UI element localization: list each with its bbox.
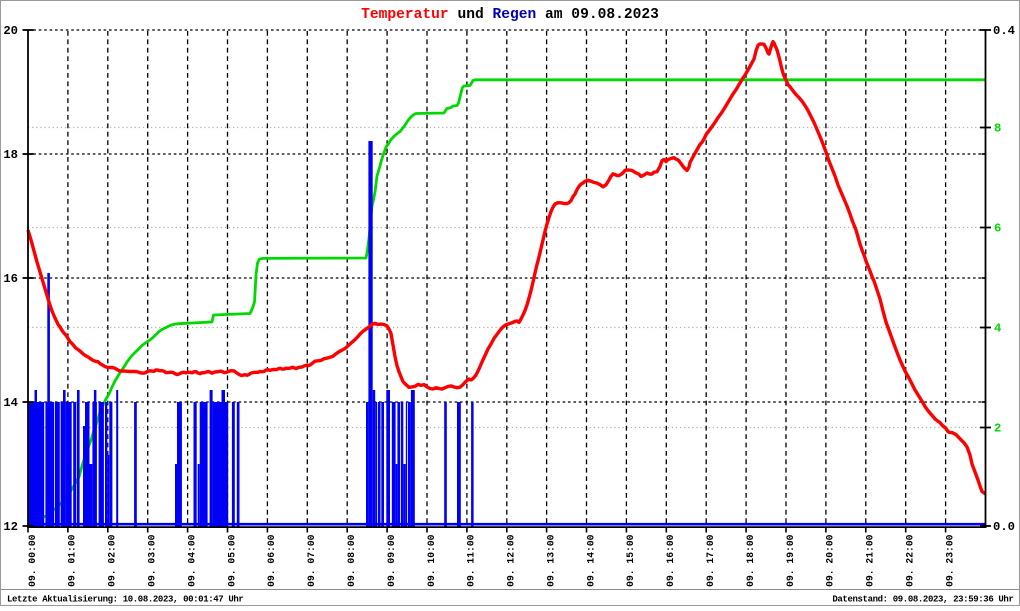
svg-text:09. 16:00: 09. 16:00 (665, 534, 676, 587)
svg-text:09. 04:00: 09. 04:00 (186, 534, 197, 587)
svg-text:09. 07:00: 09. 07:00 (306, 534, 317, 587)
svg-text:09. 00:00: 09. 00:00 (27, 534, 38, 587)
svg-text:09. 11:00: 09. 11:00 (466, 534, 477, 587)
svg-text:8: 8 (994, 122, 1001, 136)
svg-text:14: 14 (3, 396, 18, 410)
svg-text:09. 22:00: 09. 22:00 (905, 534, 916, 587)
svg-text:09. 15:00: 09. 15:00 (625, 534, 636, 587)
svg-text:09. 03:00: 09. 03:00 (147, 534, 158, 587)
svg-text:09. 10:00: 09. 10:00 (426, 534, 437, 587)
svg-text:16: 16 (3, 272, 18, 286)
svg-text:09. 06:00: 09. 06:00 (266, 534, 277, 587)
svg-text:09. 09:00: 09. 09:00 (386, 534, 397, 587)
svg-text:2: 2 (994, 422, 1001, 436)
svg-text:Temperatur und Regen am 09.08.: Temperatur und Regen am 09.08.2023 (361, 7, 659, 23)
svg-text:0.4: 0.4 (993, 24, 1015, 38)
svg-text:12: 12 (3, 520, 18, 534)
svg-text:09. 13:00: 09. 13:00 (545, 534, 556, 587)
svg-text:6: 6 (994, 222, 1001, 236)
svg-text:09. 12:00: 09. 12:00 (506, 534, 517, 587)
svg-text:18: 18 (3, 148, 18, 162)
svg-text:09. 18:00: 09. 18:00 (745, 534, 756, 587)
svg-text:09. 21:00: 09. 21:00 (865, 534, 876, 587)
svg-text:09. 08:00: 09. 08:00 (346, 534, 357, 587)
svg-text:20: 20 (3, 24, 18, 38)
svg-text:09. 20:00: 09. 20:00 (825, 534, 836, 587)
svg-text:09. 19:00: 09. 19:00 (785, 534, 796, 587)
svg-text:09. 17:00: 09. 17:00 (705, 534, 716, 587)
svg-text:09. 14:00: 09. 14:00 (585, 534, 596, 587)
svg-text:Letzte Aktualisierung: 10.08.2: Letzte Aktualisierung: 10.08.2023, 00:01… (7, 595, 243, 605)
svg-text:0.0: 0.0 (993, 520, 1015, 534)
svg-text:4: 4 (994, 322, 1001, 336)
svg-text:09. 05:00: 09. 05:00 (226, 534, 237, 587)
svg-text:09. 01:00: 09. 01:00 (67, 534, 78, 587)
svg-text:Datenstand: 09.08.2023, 23:59:: Datenstand: 09.08.2023, 23:59:36 Uhr (832, 595, 1013, 605)
svg-text:09. 02:00: 09. 02:00 (107, 534, 118, 587)
svg-text:09. 23:00: 09. 23:00 (944, 534, 955, 587)
